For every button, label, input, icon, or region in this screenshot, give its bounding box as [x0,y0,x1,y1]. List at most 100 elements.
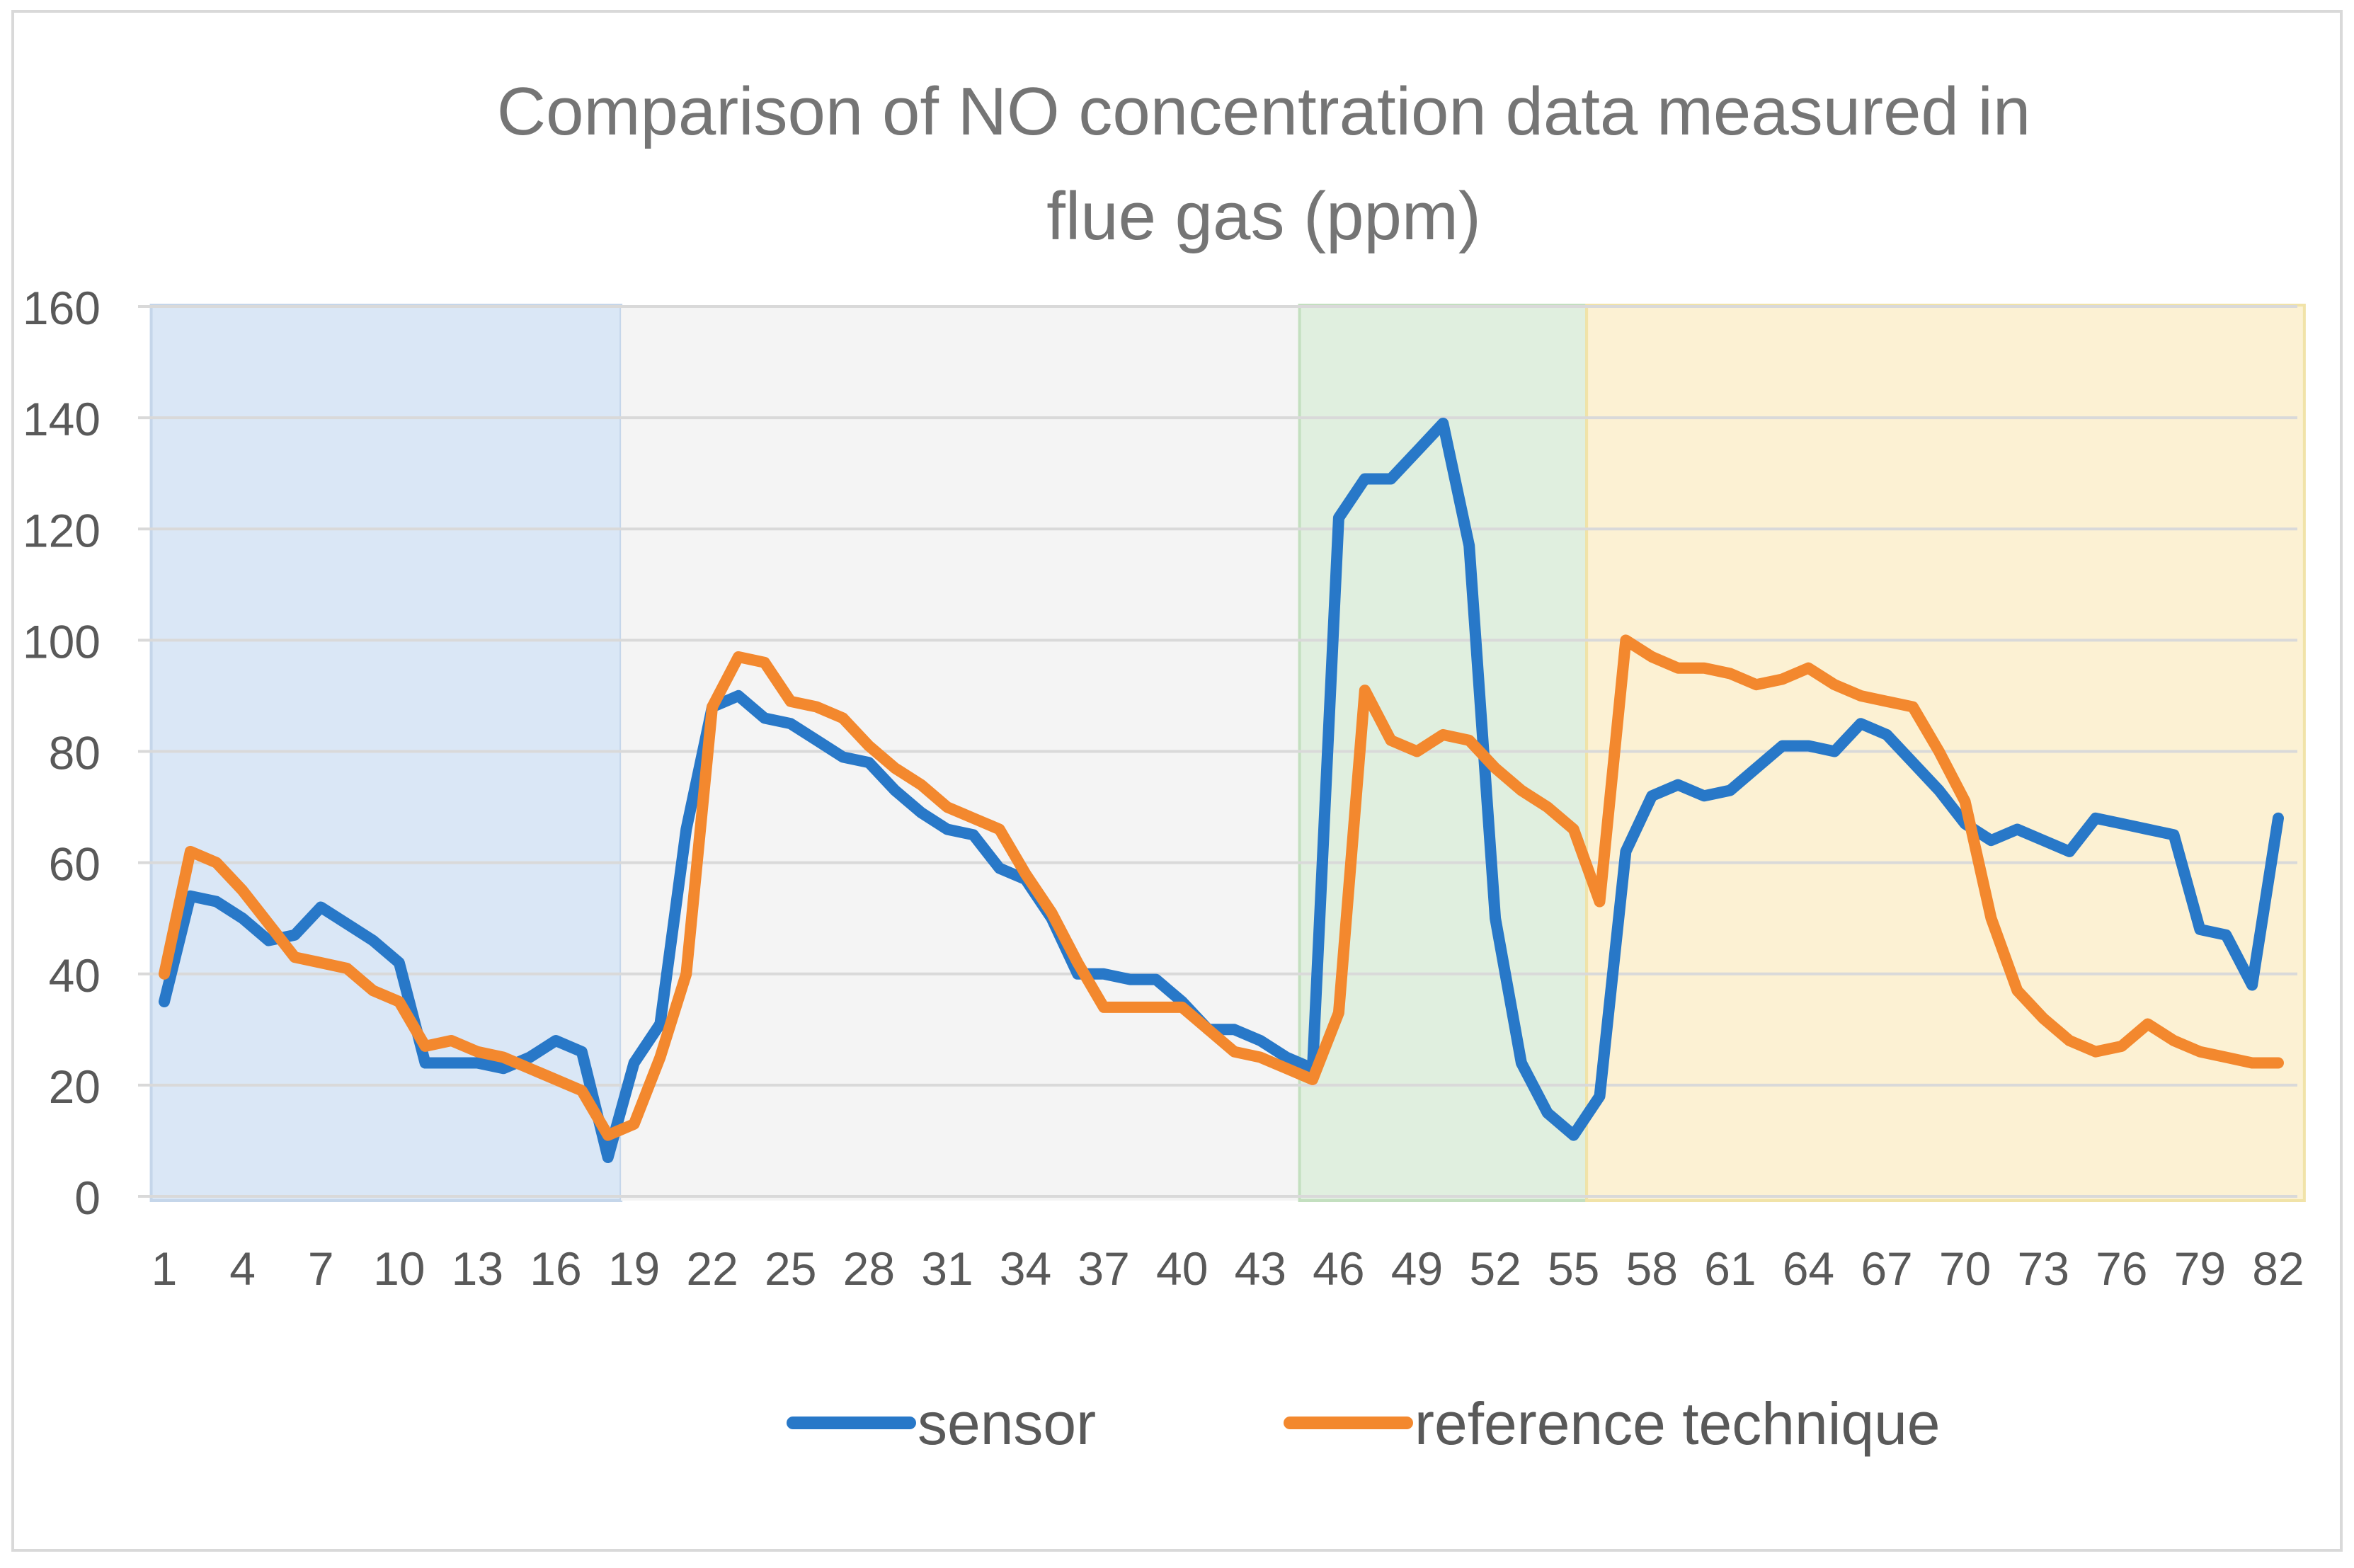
data-point-sensor [216,901,217,903]
data-point-reference-technique [346,968,348,969]
data-point-sensor [529,1057,530,1058]
data-point-reference-technique [2173,1040,2175,1041]
data-point-sensor [451,1063,452,1064]
data-point-reference-technique [894,767,896,769]
data-point-reference-technique [2016,990,2018,991]
data-point-reference-technique [973,818,974,819]
data-point-sensor [1912,762,1914,763]
data-point-reference-technique [1834,684,1835,685]
data-point-reference-technique [842,717,844,719]
x-tick-label: 22 [686,1242,738,1295]
data-point-sensor [2251,985,2253,986]
data-point-reference-technique [503,1057,504,1058]
x-tick-label: 25 [765,1242,816,1295]
data-point-reference-technique [2251,1063,2253,1064]
data-point-sensor [581,1051,583,1053]
x-tick-label: 79 [2174,1242,2226,1295]
x-tick-label: 16 [530,1242,581,1295]
data-point-sensor [1259,1040,1261,1041]
data-point-sensor [1991,840,1992,841]
data-point-reference-technique [451,1040,452,1041]
data-point-reference-technique [1312,1079,1313,1080]
data-point-sensor [634,1063,635,1064]
x-tick-label: 19 [608,1242,660,1295]
x-tick-label: 4 [229,1242,256,1295]
x-tick-label: 46 [1313,1242,1364,1295]
chart-title-line-2: flue gas (ppm) [1046,178,1481,254]
data-point-sensor [1129,979,1131,980]
data-point-reference-technique [320,962,321,963]
y-tick-label: 140 [23,393,101,445]
data-point-reference-technique [816,706,818,708]
data-point-sensor [476,1063,478,1064]
x-tick-label: 1 [152,1242,178,1295]
x-tick-label: 82 [2252,1242,2304,1295]
data-point-reference-technique [1807,668,1809,669]
data-point-reference-technique [2042,1018,2044,1019]
data-point-sensor [399,962,400,963]
data-point-reference-technique [529,1068,530,1069]
data-point-reference-technique [1468,740,1470,741]
data-point-reference-technique [242,890,244,891]
data-point-sensor [1756,767,1757,769]
data-point-reference-technique [1782,678,1783,680]
data-point-reference-technique [1730,673,1731,675]
data-point-reference-technique [294,956,295,958]
data-point-reference-technique [2225,1057,2227,1058]
data-point-sensor [842,756,844,757]
data-point-reference-technique [2121,1046,2122,1047]
data-point-reference-technique [738,656,739,658]
data-point-reference-technique [164,973,165,975]
x-tick-label: 34 [1000,1242,1051,1295]
data-point-reference-technique [1103,1007,1104,1008]
x-tick-label: 37 [1078,1242,1129,1295]
x-tick-label: 58 [1626,1242,1678,1295]
data-point-sensor [1834,751,1835,752]
data-point-reference-technique [1651,656,1652,658]
data-point-sensor [1625,851,1626,852]
data-point-reference-technique [425,1046,426,1047]
data-point-sensor [2042,840,2044,841]
x-axis-tick-labels: 1 4 7 10 13 16 19 22 25 28 31 34 37 40 43 46 49 52 55 58 61 6… [152,1242,2304,1295]
data-point-reference-technique [1599,901,1601,903]
data-point-reference-technique [1912,706,1914,708]
data-point-sensor [503,1068,504,1069]
data-point-sensor [1495,917,1496,919]
data-point-sensor [2199,929,2200,930]
data-point-reference-technique [790,701,792,702]
x-tick-label: 49 [1391,1242,1443,1295]
data-point-sensor [790,723,792,724]
legend-item-reference-technique[interactable]: reference technique [1284,1390,1941,1457]
data-point-sensor [685,829,687,830]
x-tick-label: 7 [308,1242,334,1295]
data-point-sensor [1442,423,1444,424]
data-point-reference-technique [1182,1007,1183,1008]
data-point-reference-technique [399,1001,400,1002]
data-point-sensor [190,895,191,897]
data-point-sensor [1860,723,1861,724]
data-point-sensor [1103,973,1104,975]
data-point-reference-technique [1233,1051,1235,1053]
data-point-sensor [816,740,818,741]
data-point-sensor [764,717,765,719]
gridlines [138,305,2297,1198]
y-tick-label: 160 [23,282,101,334]
data-point-sensor [242,917,244,919]
data-point-reference-technique [607,1135,609,1136]
legend-item-sensor[interactable]: sensor [787,1390,1096,1457]
data-point-reference-technique [1677,668,1679,669]
data-point-sensor [999,868,1000,869]
x-tick-label: 28 [843,1242,895,1295]
data-point-reference-technique [1756,684,1757,685]
data-point-sensor [2069,851,2070,852]
data-point-reference-technique [581,1090,583,1092]
data-point-reference-technique [1886,701,1887,702]
data-point-reference-technique [1573,829,1575,830]
data-point-reference-technique [2199,1051,2200,1053]
data-point-sensor [1390,479,1392,480]
chart-title-line-1: Comparison of NO concentration data meas… [497,74,2030,149]
data-point-reference-technique [947,806,948,808]
x-tick-label: 73 [2018,1242,2069,1295]
data-point-sensor [320,907,321,908]
